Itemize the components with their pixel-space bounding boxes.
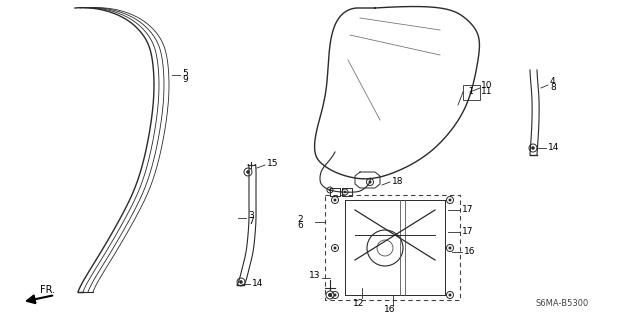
Text: 14: 14 (548, 144, 559, 152)
Circle shape (449, 247, 451, 249)
Text: 3: 3 (248, 211, 253, 219)
Text: 17: 17 (462, 205, 474, 214)
Text: 10: 10 (481, 80, 493, 90)
Circle shape (369, 181, 371, 183)
Text: 1: 1 (468, 87, 474, 97)
Text: S6MA-B5300: S6MA-B5300 (535, 300, 588, 308)
Circle shape (239, 280, 243, 284)
Text: 5: 5 (182, 69, 188, 78)
Text: 16: 16 (464, 248, 476, 256)
Circle shape (333, 198, 337, 202)
Text: 2: 2 (298, 214, 303, 224)
Text: 17: 17 (462, 227, 474, 236)
Circle shape (344, 191, 346, 193)
Text: 7: 7 (248, 217, 253, 226)
Circle shape (449, 198, 451, 202)
Circle shape (531, 146, 535, 150)
Text: FR.: FR. (40, 285, 55, 295)
Text: 13: 13 (308, 271, 320, 279)
Text: 6: 6 (297, 220, 303, 229)
Text: 8: 8 (550, 84, 556, 93)
Text: 14: 14 (252, 279, 264, 288)
Circle shape (246, 170, 250, 174)
Text: 11: 11 (481, 86, 493, 95)
Circle shape (329, 189, 332, 191)
Text: 15: 15 (267, 159, 278, 167)
Circle shape (449, 293, 451, 296)
Text: 4: 4 (550, 78, 556, 86)
Text: 16: 16 (384, 306, 396, 315)
Text: 18: 18 (392, 176, 403, 186)
Circle shape (333, 293, 337, 296)
Circle shape (333, 247, 337, 249)
Text: 12: 12 (353, 299, 365, 308)
Circle shape (328, 293, 332, 297)
Text: 9: 9 (182, 75, 188, 84)
